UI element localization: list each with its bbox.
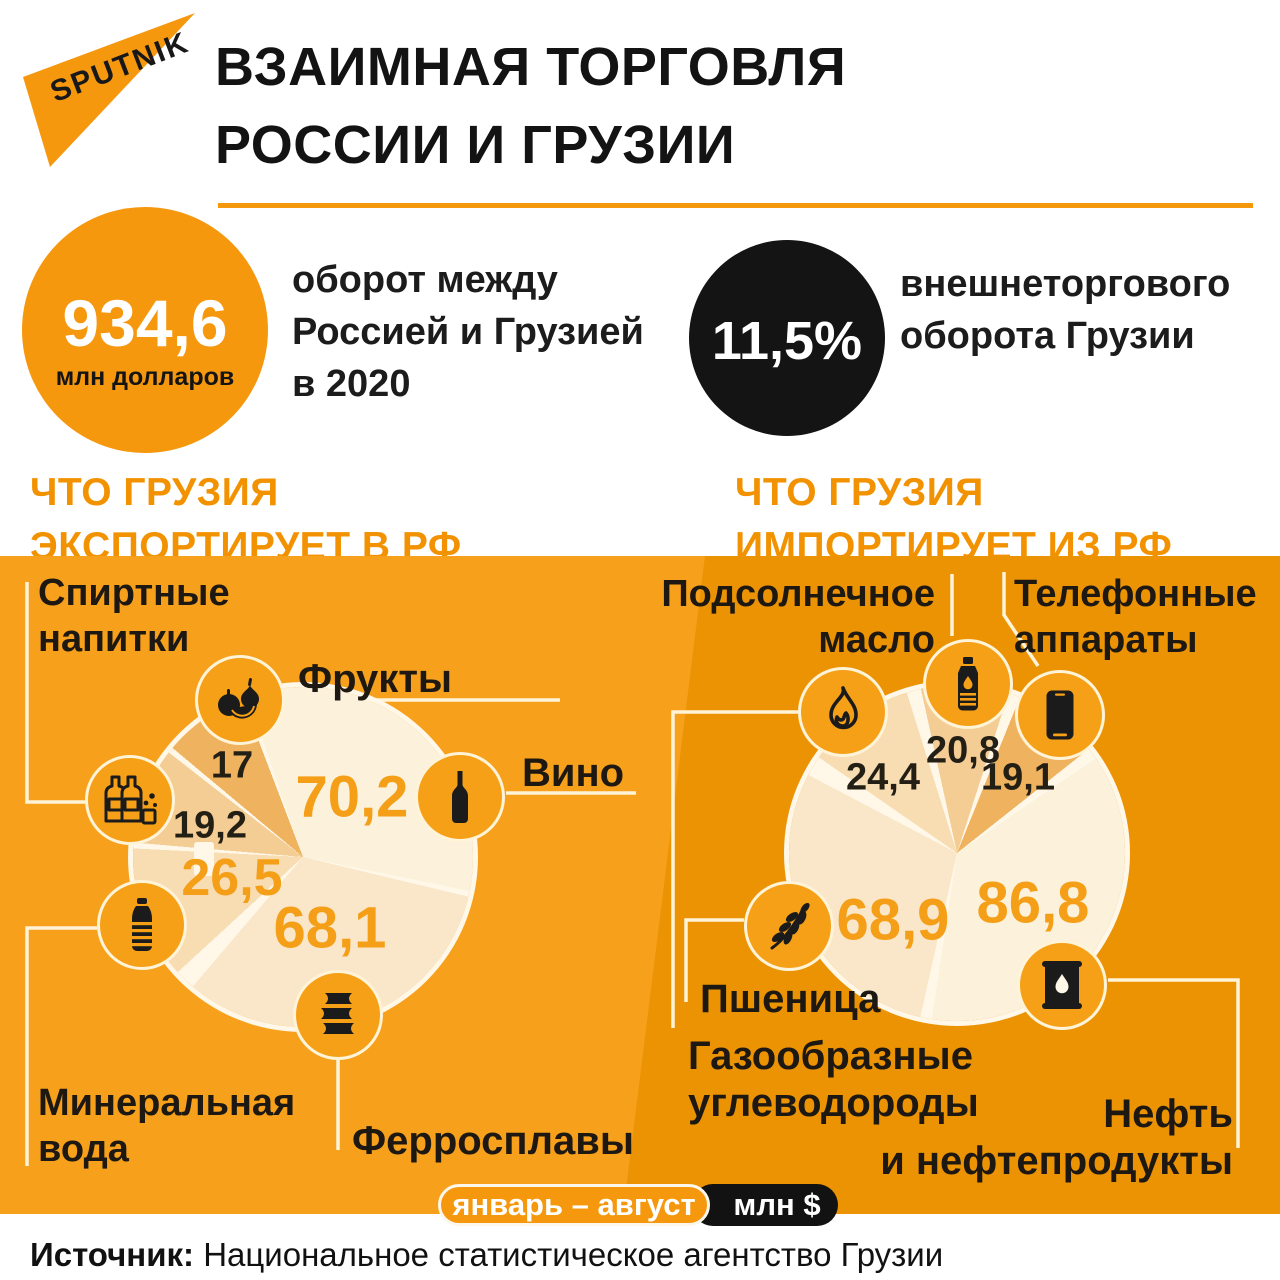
wheat-icon [744,881,834,971]
fruits-icon [195,655,285,745]
turnover-unit: млн долларов [55,363,235,391]
import-label-gas: Газообразные углеводороды [688,1034,979,1125]
import-value-oil: 86,8 [976,870,1090,936]
oil-barrel-icon [1017,940,1107,1030]
oil-bottle-icon [923,639,1013,729]
export-value-wine: 70,2 [295,764,409,830]
source-text: Национальное статистическое агентство Гр… [194,1236,944,1273]
export-pie-chart [133,687,473,1027]
turnover-circle: 934,6 млн долларов [22,207,268,453]
import-value-wheat: 68,9 [836,887,950,953]
export-section-title: ЧТО ГРУЗИЯ ЭКСПОРТИРУЕТ В РФ [30,471,462,568]
flame-icon [798,667,888,757]
export-value-ferro: 68,1 [273,895,387,961]
export-label-fruits: Фрукты [298,657,453,701]
share-description: внешнеторгового оборота Грузии [900,263,1231,357]
export-label-ferro: Ферросплавы [352,1119,634,1163]
unit-badge: млн $ [692,1184,838,1226]
page-title: ВЗАИМНАЯ ТОРГОВЛЯ РОССИИ И ГРУЗИИ [215,28,846,184]
period-badge: январь – август [438,1184,710,1226]
export-label-wine: Вино [522,751,625,795]
import-label-phones: Телефонные аппараты [1014,573,1257,661]
import-label-sunfloweroil: Подсолнечное масло [661,573,935,661]
water-bottle-icon [97,880,187,970]
sputnik-logo-icon [23,13,195,167]
share-value: 11,5% [711,311,863,371]
import-value-phones: 19,1 [981,756,1055,799]
alcohol-bottles-icon [85,755,175,845]
export-value-water: 26,5 [181,849,283,907]
title-underline [218,203,1253,208]
ferroalloys-icon [293,970,383,1060]
turnover-description: оборот между Россией и Грузией в 2020 [292,259,644,405]
turnover-value: 934,6 [62,286,228,360]
export-value-spirits: 19,2 [173,804,247,847]
title-line-1: ВЗАИМНАЯ ТОРГОВЛЯ [215,37,847,97]
share-circle: 11,5% [689,240,885,436]
export-label-spirits: Спиртные напитки [38,572,230,660]
import-label-oil: Нефть и нефтепродукты [880,1092,1233,1183]
source-line: Источник: Национальное статистическое аг… [30,1236,943,1274]
export-pie-notch [194,842,214,876]
import-value-sunfloweroil: 20,8 [926,729,1000,772]
export-label-water: Минеральная вода [38,1082,296,1170]
source-label: Источник: [30,1236,195,1273]
phone-icon [1015,670,1105,760]
import-value-gas: 24,4 [846,756,920,799]
wine-bottle-icon [415,752,505,842]
import-label-wheat: Пшеница [700,977,881,1021]
export-value-fruits: 17 [210,744,254,787]
title-line-2: РОССИИ И ГРУЗИИ [215,115,736,175]
